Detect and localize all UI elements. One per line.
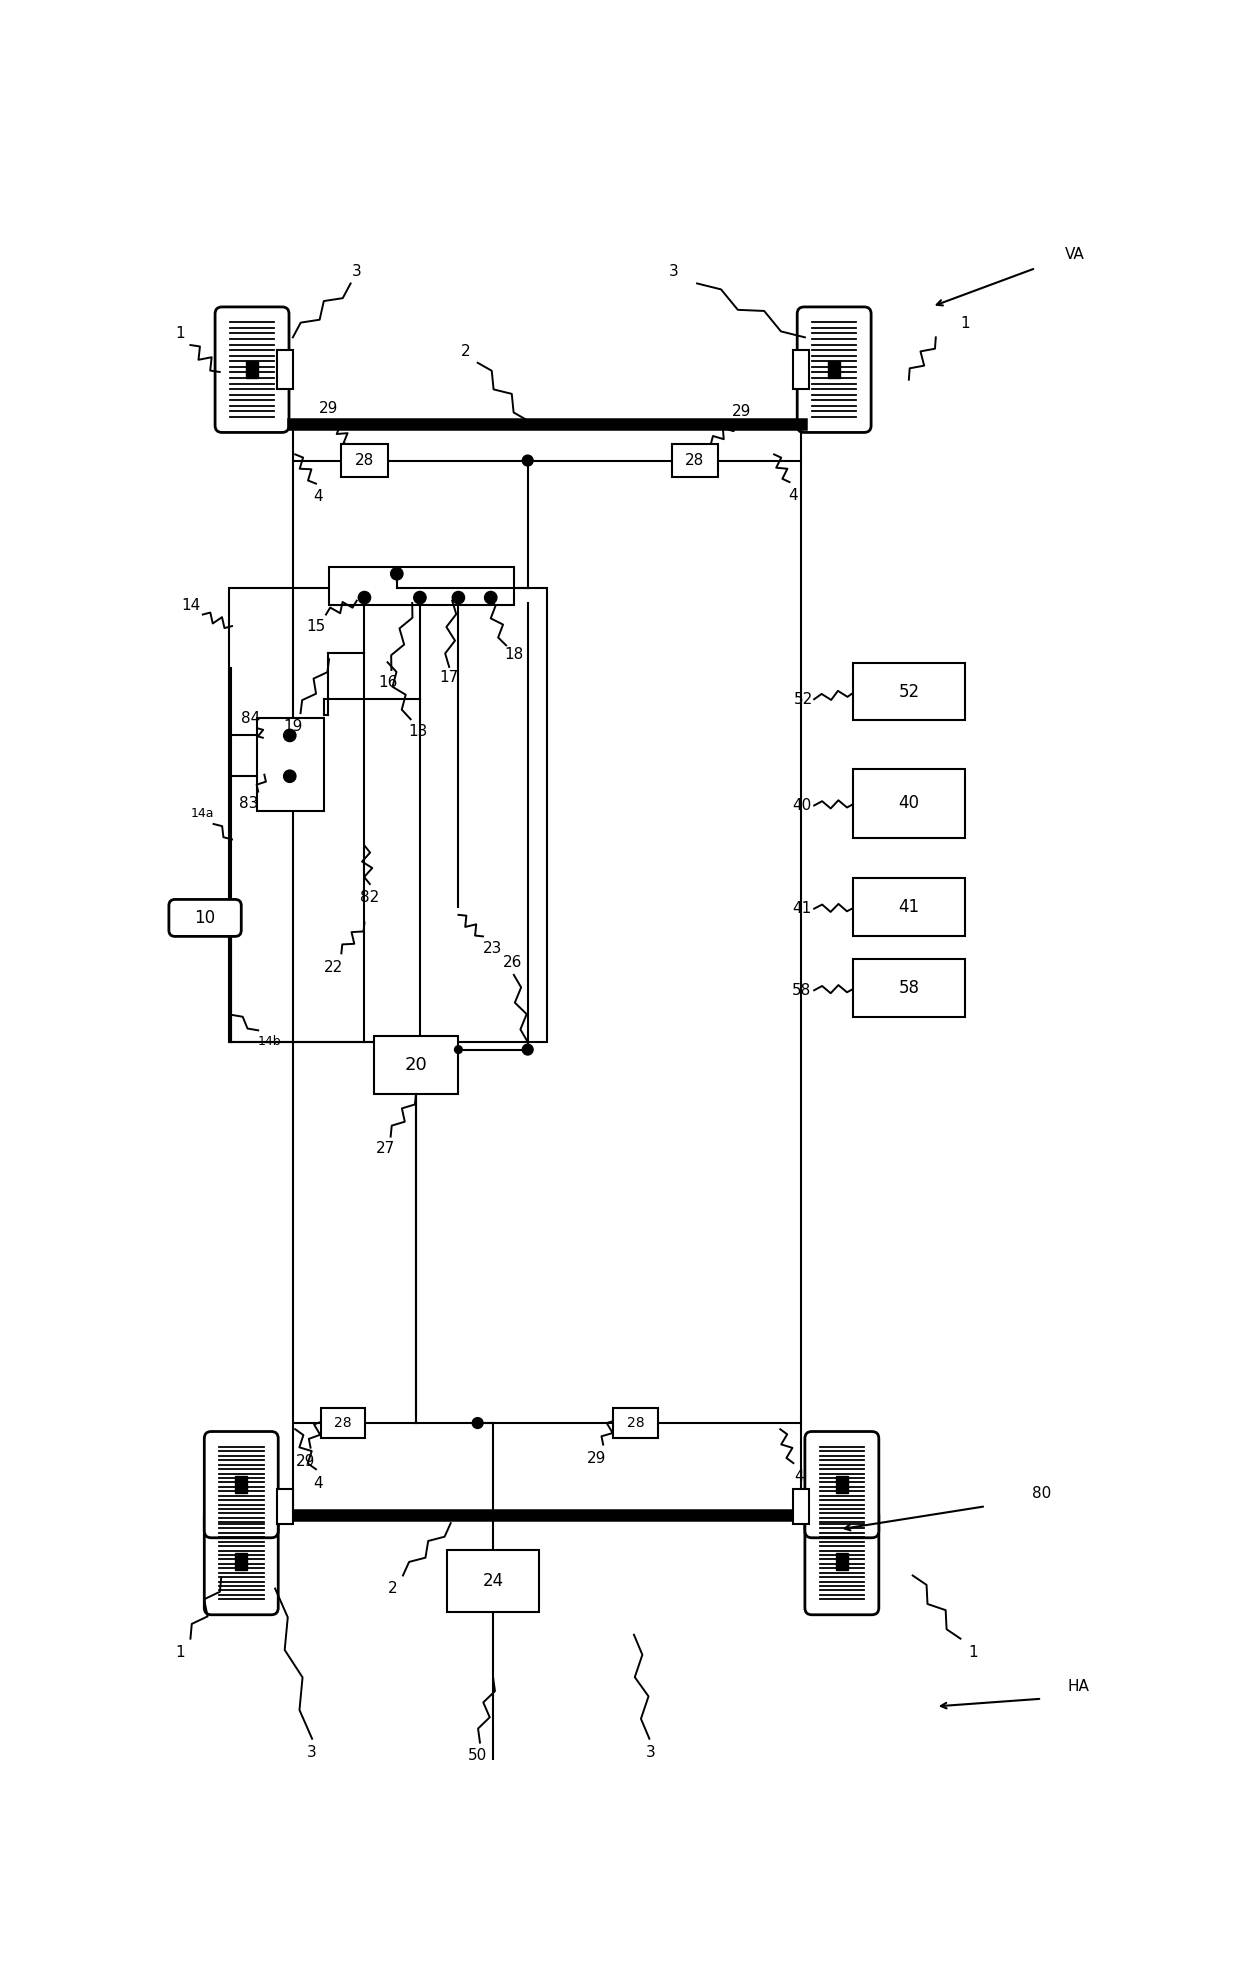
- Text: 29: 29: [732, 403, 751, 419]
- Circle shape: [455, 1046, 463, 1054]
- Text: 13: 13: [409, 724, 428, 739]
- Text: 23: 23: [484, 941, 502, 957]
- Bar: [446, 1550, 539, 1611]
- Bar: [853, 662, 965, 720]
- FancyBboxPatch shape: [205, 1508, 278, 1615]
- Bar: [853, 769, 965, 838]
- Text: 52: 52: [794, 692, 813, 706]
- Bar: [794, 1489, 808, 1524]
- FancyBboxPatch shape: [805, 1431, 879, 1538]
- Circle shape: [284, 771, 296, 783]
- Text: 17: 17: [439, 670, 459, 686]
- Text: 15: 15: [306, 619, 326, 633]
- Text: 19: 19: [283, 720, 303, 735]
- Text: 29: 29: [296, 1453, 316, 1469]
- Text: 83: 83: [239, 797, 259, 811]
- Text: 3: 3: [646, 1746, 656, 1760]
- Bar: [794, 350, 808, 389]
- Bar: [236, 1477, 248, 1493]
- Text: 1: 1: [175, 1645, 185, 1661]
- Bar: [278, 1489, 293, 1524]
- Text: 29: 29: [588, 1451, 606, 1467]
- Bar: [246, 362, 258, 378]
- Circle shape: [472, 1418, 484, 1429]
- Text: 58: 58: [792, 983, 811, 998]
- Circle shape: [414, 591, 427, 603]
- Text: 41: 41: [898, 898, 919, 915]
- Circle shape: [284, 730, 296, 741]
- Text: 14b: 14b: [258, 1036, 281, 1048]
- Bar: [229, 587, 547, 1042]
- Text: 2: 2: [461, 344, 471, 358]
- Bar: [278, 350, 293, 389]
- Text: 3: 3: [670, 265, 678, 279]
- Text: 1: 1: [175, 326, 185, 340]
- Text: 40: 40: [898, 795, 919, 813]
- Circle shape: [453, 591, 465, 603]
- Text: 22: 22: [324, 959, 343, 975]
- Bar: [613, 1408, 658, 1439]
- Text: 3: 3: [352, 265, 362, 279]
- Text: HA: HA: [1068, 1678, 1089, 1694]
- Text: 20: 20: [404, 1056, 428, 1074]
- FancyBboxPatch shape: [169, 900, 242, 937]
- Circle shape: [522, 1044, 533, 1056]
- Text: 14: 14: [181, 597, 200, 613]
- Circle shape: [522, 455, 533, 467]
- Text: 27: 27: [376, 1141, 394, 1157]
- Bar: [853, 959, 965, 1016]
- Text: 4: 4: [314, 488, 324, 504]
- Text: 1: 1: [968, 1645, 977, 1661]
- Text: 1: 1: [960, 316, 970, 330]
- Bar: [373, 1036, 459, 1093]
- Text: 4: 4: [789, 488, 799, 504]
- Text: 40: 40: [792, 799, 811, 813]
- Circle shape: [358, 591, 371, 603]
- Bar: [341, 445, 388, 476]
- Bar: [329, 567, 513, 605]
- Text: 3: 3: [308, 1746, 317, 1760]
- Text: 84: 84: [241, 712, 260, 726]
- Text: 28: 28: [626, 1416, 645, 1429]
- Text: 16: 16: [378, 674, 397, 690]
- Text: 28: 28: [686, 453, 704, 469]
- Bar: [257, 718, 324, 811]
- FancyBboxPatch shape: [805, 1508, 879, 1615]
- Text: VA: VA: [1064, 247, 1084, 261]
- Text: 41: 41: [792, 902, 811, 915]
- Text: 28: 28: [334, 1416, 352, 1429]
- Text: 82: 82: [361, 890, 379, 905]
- Text: 80: 80: [1033, 1487, 1052, 1501]
- Bar: [836, 1554, 848, 1570]
- Text: 4: 4: [794, 1469, 804, 1485]
- Text: 58: 58: [898, 979, 919, 996]
- Text: 50: 50: [467, 1748, 487, 1763]
- Text: 52: 52: [898, 682, 919, 700]
- Bar: [828, 362, 841, 378]
- Text: 14a: 14a: [191, 807, 215, 820]
- Text: 2: 2: [388, 1582, 398, 1595]
- Text: 26: 26: [502, 955, 522, 971]
- Text: 28: 28: [355, 453, 374, 469]
- Bar: [236, 1554, 248, 1570]
- FancyBboxPatch shape: [797, 306, 872, 433]
- Bar: [321, 1408, 366, 1439]
- Text: 24: 24: [482, 1572, 503, 1590]
- Bar: [836, 1477, 848, 1493]
- Text: 10: 10: [195, 909, 216, 927]
- Text: 29: 29: [320, 401, 339, 415]
- Circle shape: [391, 567, 403, 579]
- Bar: [853, 878, 965, 935]
- Circle shape: [485, 591, 497, 603]
- Bar: [672, 445, 718, 476]
- Text: 18: 18: [505, 646, 523, 662]
- FancyBboxPatch shape: [205, 1431, 278, 1538]
- FancyBboxPatch shape: [215, 306, 289, 433]
- Text: 4: 4: [314, 1475, 324, 1491]
